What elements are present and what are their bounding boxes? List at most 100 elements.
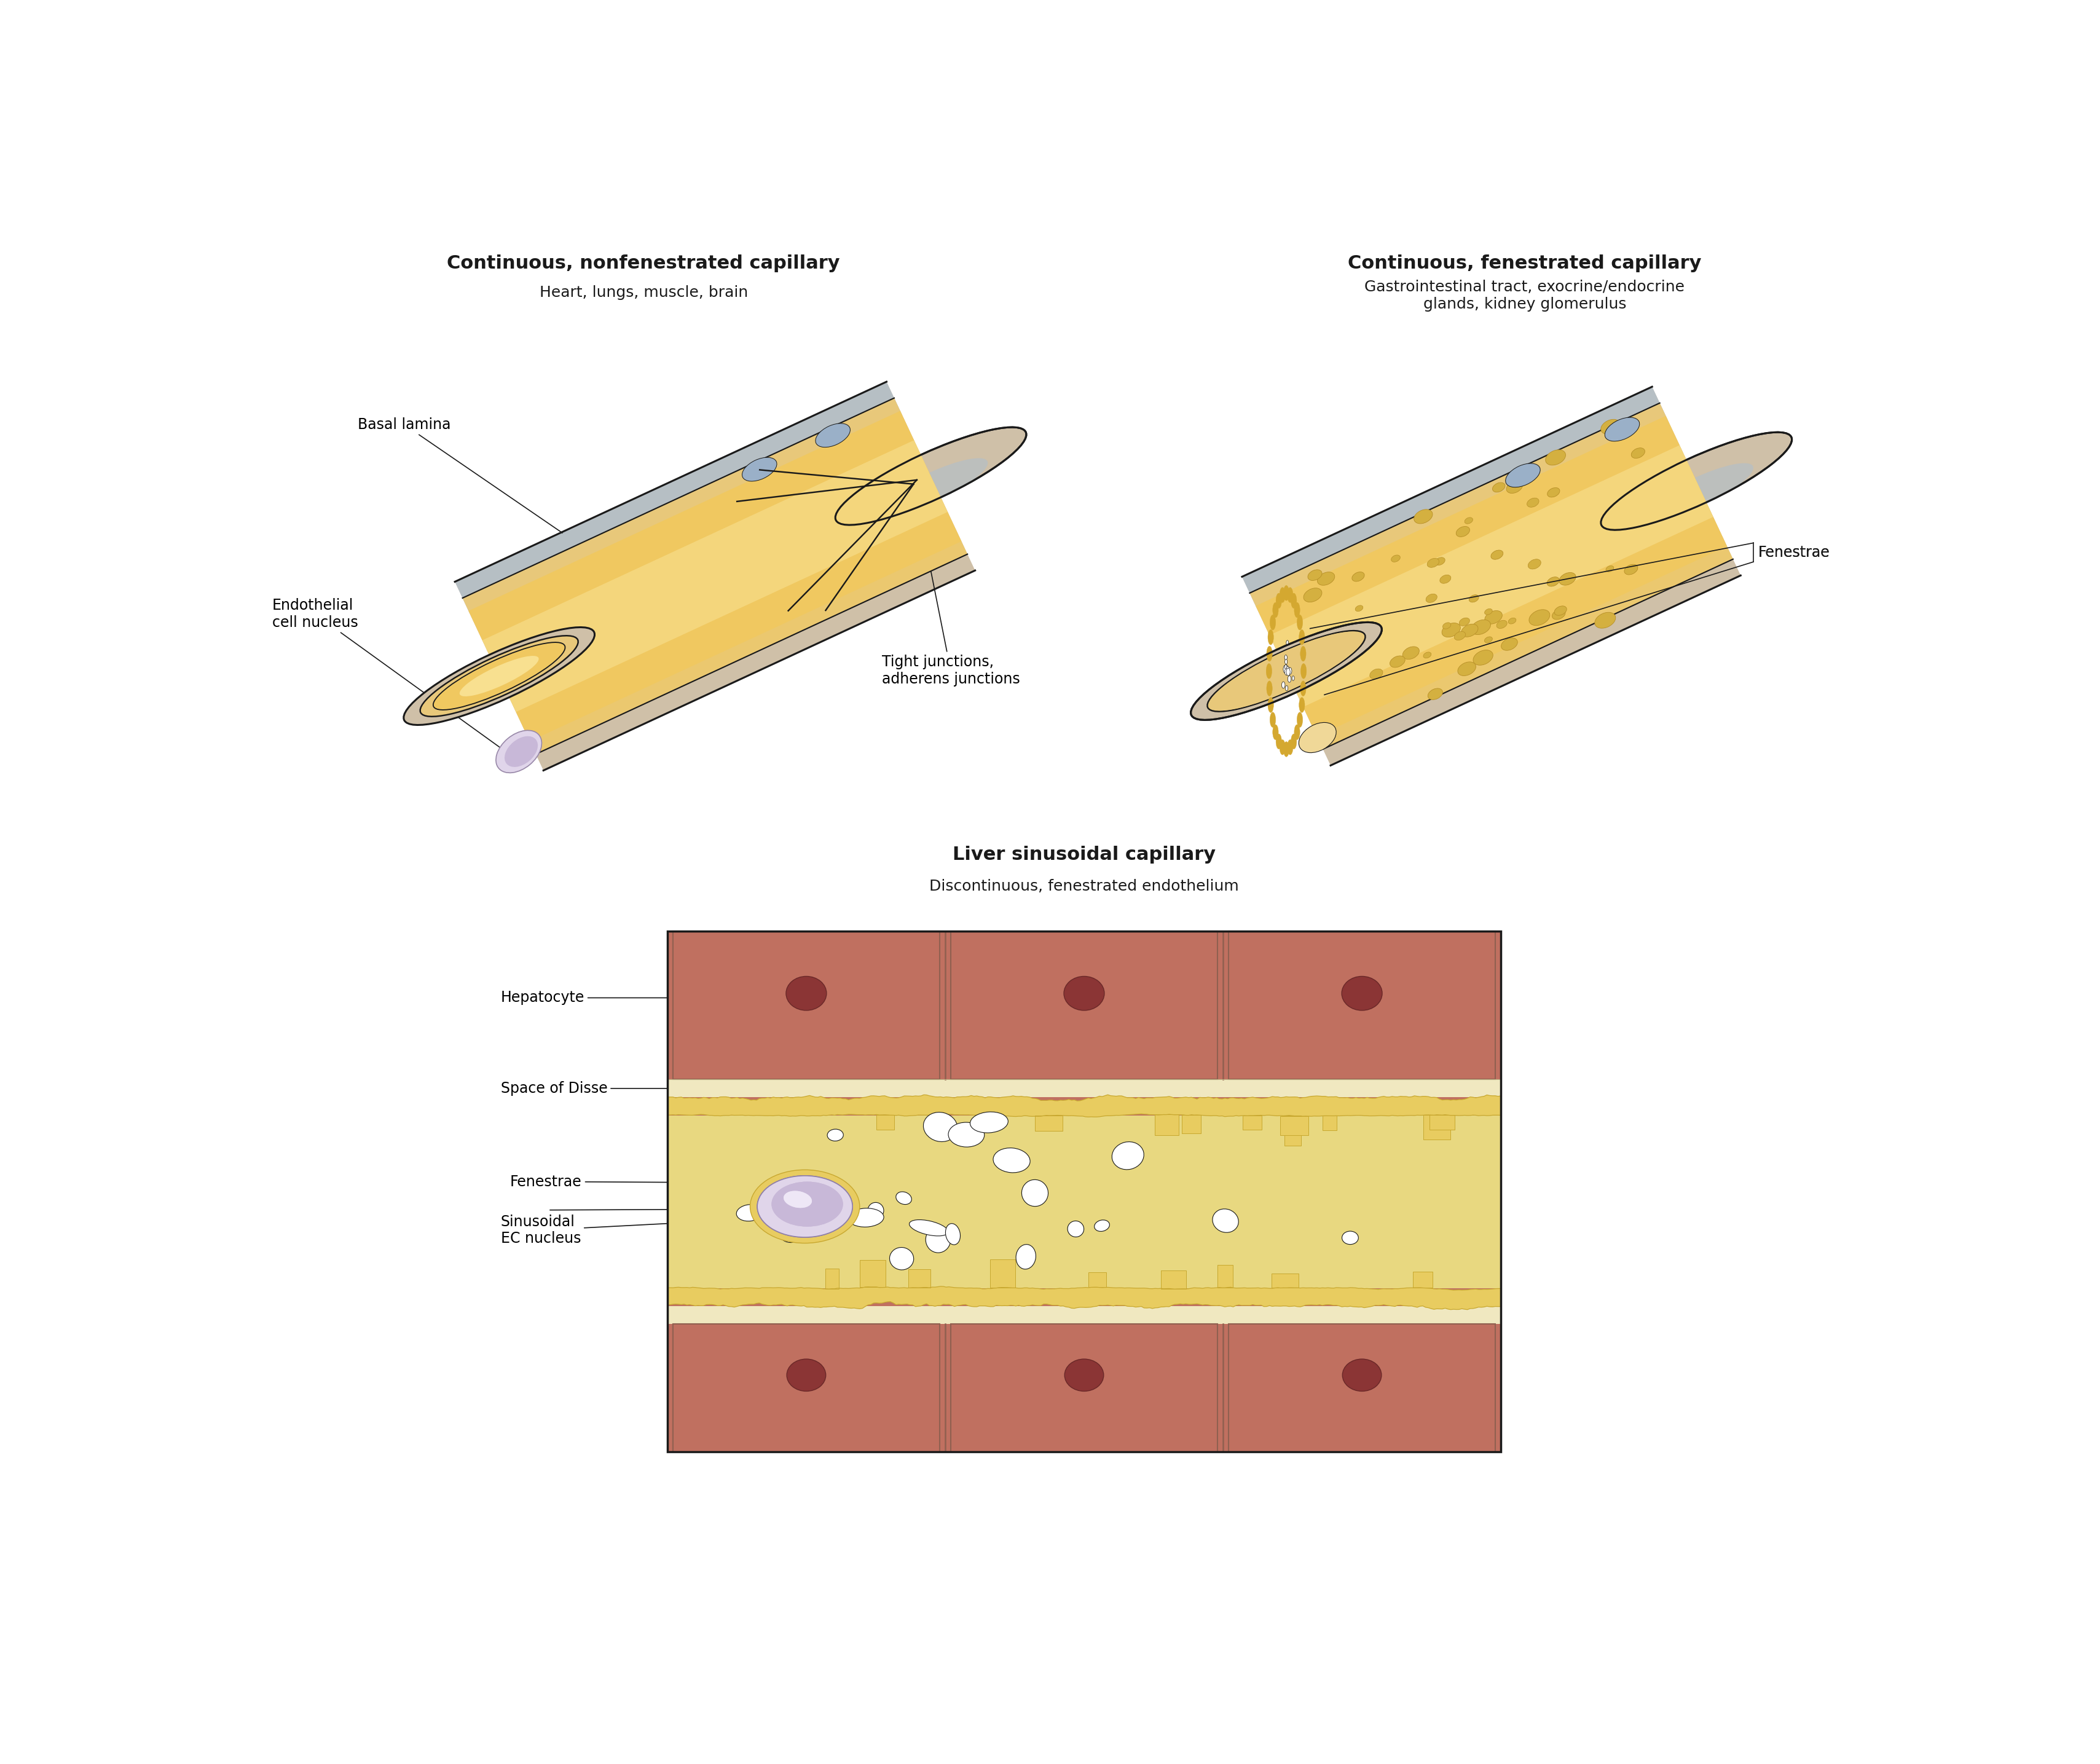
Ellipse shape [504, 736, 538, 767]
Ellipse shape [496, 730, 542, 773]
Polygon shape [951, 931, 1218, 1080]
Polygon shape [668, 1095, 1502, 1117]
Ellipse shape [1298, 713, 1302, 727]
Ellipse shape [1485, 610, 1502, 624]
Ellipse shape [1277, 593, 1281, 609]
Polygon shape [462, 399, 968, 755]
Text: Basal lamina: Basal lamina [357, 418, 563, 533]
Polygon shape [1250, 402, 1733, 750]
Ellipse shape [1289, 667, 1292, 674]
Ellipse shape [1472, 651, 1493, 665]
Ellipse shape [1268, 630, 1273, 646]
Ellipse shape [1497, 621, 1508, 628]
Ellipse shape [815, 423, 850, 448]
Ellipse shape [741, 457, 777, 482]
Ellipse shape [836, 427, 1027, 526]
Ellipse shape [1308, 570, 1323, 580]
Ellipse shape [1485, 609, 1493, 614]
Text: Liver sinusoidal capillary: Liver sinusoidal capillary [953, 847, 1216, 864]
Polygon shape [1088, 1272, 1107, 1288]
Polygon shape [525, 531, 968, 755]
Polygon shape [674, 931, 939, 1080]
Polygon shape [1413, 1272, 1432, 1288]
Polygon shape [825, 1268, 838, 1289]
FancyBboxPatch shape [668, 1305, 1502, 1325]
Text: Heart, lungs, muscle, brain: Heart, lungs, muscle, brain [540, 286, 748, 300]
Ellipse shape [433, 642, 565, 709]
Text: Continuous, nonfenestrated capillary: Continuous, nonfenestrated capillary [447, 254, 840, 272]
Polygon shape [1424, 1115, 1451, 1140]
Ellipse shape [1208, 632, 1365, 711]
Ellipse shape [1268, 697, 1273, 713]
Polygon shape [876, 1115, 895, 1129]
Ellipse shape [1470, 594, 1478, 602]
Ellipse shape [1554, 607, 1567, 616]
Polygon shape [1430, 1115, 1455, 1129]
Ellipse shape [1493, 483, 1506, 492]
Ellipse shape [783, 1191, 813, 1208]
Ellipse shape [1355, 605, 1363, 612]
Ellipse shape [1285, 665, 1289, 672]
Ellipse shape [1292, 676, 1294, 681]
Ellipse shape [867, 1203, 884, 1219]
Polygon shape [951, 1325, 1218, 1452]
Ellipse shape [1600, 432, 1791, 529]
Ellipse shape [890, 1247, 914, 1270]
Ellipse shape [1352, 572, 1365, 582]
Ellipse shape [1300, 646, 1306, 662]
Ellipse shape [1111, 1141, 1144, 1170]
Polygon shape [1285, 1117, 1302, 1145]
Ellipse shape [1304, 587, 1321, 602]
Ellipse shape [1191, 623, 1382, 720]
Ellipse shape [758, 1177, 853, 1237]
Ellipse shape [1342, 975, 1382, 1011]
Ellipse shape [1285, 667, 1289, 674]
Ellipse shape [1506, 464, 1539, 487]
Ellipse shape [1403, 647, 1420, 660]
Ellipse shape [1443, 623, 1460, 637]
Ellipse shape [460, 656, 540, 697]
Ellipse shape [1529, 610, 1550, 626]
Ellipse shape [993, 1148, 1031, 1173]
Ellipse shape [785, 975, 827, 1011]
Ellipse shape [1390, 656, 1405, 667]
Polygon shape [674, 1325, 939, 1452]
Text: Gastrointestinal tract, exocrine/endocrine
glands, kidney glomerulus: Gastrointestinal tract, exocrine/endocri… [1365, 280, 1684, 312]
Polygon shape [1155, 1115, 1178, 1134]
FancyBboxPatch shape [668, 1115, 1502, 1288]
Ellipse shape [1285, 654, 1287, 660]
Polygon shape [1241, 386, 1741, 766]
Text: Hepatocyte: Hepatocyte [500, 990, 760, 1005]
Text: Endothelial
cell nucleus: Endothelial cell nucleus [273, 598, 517, 760]
Text: Tight junctions,
adherens junctions: Tight junctions, adherens junctions [882, 485, 1021, 686]
Text: Space of Disse: Space of Disse [500, 1081, 685, 1095]
Ellipse shape [1292, 593, 1296, 609]
Ellipse shape [1434, 557, 1445, 564]
Ellipse shape [1294, 603, 1300, 617]
Ellipse shape [779, 1219, 804, 1242]
Ellipse shape [1413, 510, 1432, 524]
Ellipse shape [1273, 725, 1279, 739]
Ellipse shape [1453, 632, 1466, 640]
Ellipse shape [1604, 418, 1640, 441]
Polygon shape [1323, 1117, 1338, 1131]
Ellipse shape [882, 459, 987, 513]
Ellipse shape [1506, 482, 1523, 494]
Polygon shape [1035, 1115, 1063, 1131]
Ellipse shape [1283, 741, 1289, 757]
Ellipse shape [771, 1182, 842, 1226]
Ellipse shape [1094, 1221, 1109, 1231]
Text: Continuous, fenestrated capillary: Continuous, fenestrated capillary [1348, 254, 1701, 272]
Ellipse shape [1247, 651, 1325, 691]
Polygon shape [456, 381, 903, 616]
Ellipse shape [1426, 594, 1436, 603]
Ellipse shape [1266, 646, 1273, 662]
Ellipse shape [737, 1205, 762, 1221]
Ellipse shape [1455, 526, 1470, 536]
Ellipse shape [1281, 681, 1285, 688]
Ellipse shape [1390, 556, 1401, 563]
Ellipse shape [1428, 688, 1443, 700]
Ellipse shape [1016, 1244, 1035, 1268]
Polygon shape [909, 1270, 930, 1288]
FancyBboxPatch shape [668, 1080, 1502, 1097]
